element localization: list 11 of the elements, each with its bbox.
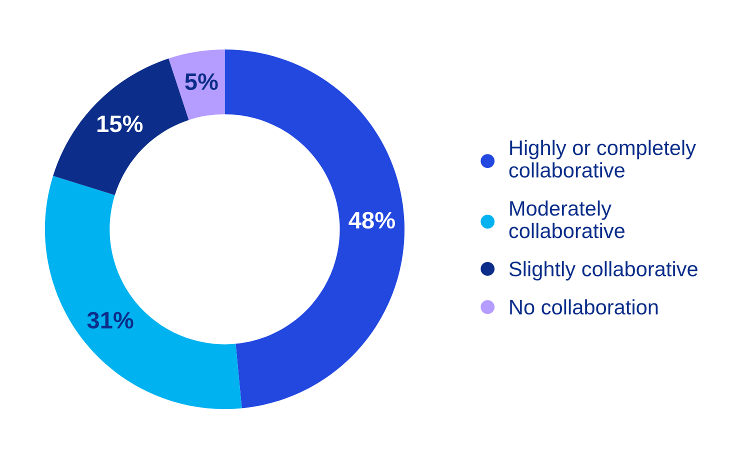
donut-slice <box>168 49 225 120</box>
legend-label: No collaboration <box>510 299 658 315</box>
legend-label: Highly or completely collaborative <box>509 140 696 178</box>
donut-slice <box>224 49 404 408</box>
legend-label: Moderately collaborative <box>509 200 624 238</box>
donut-slice <box>44 176 242 410</box>
data-label: 5% <box>185 73 218 90</box>
data-label: 31% <box>87 312 134 329</box>
data-label: 48% <box>348 212 395 229</box>
legend-label: Slightly collaborative <box>509 261 698 281</box>
data-label: 15% <box>98 116 143 132</box>
